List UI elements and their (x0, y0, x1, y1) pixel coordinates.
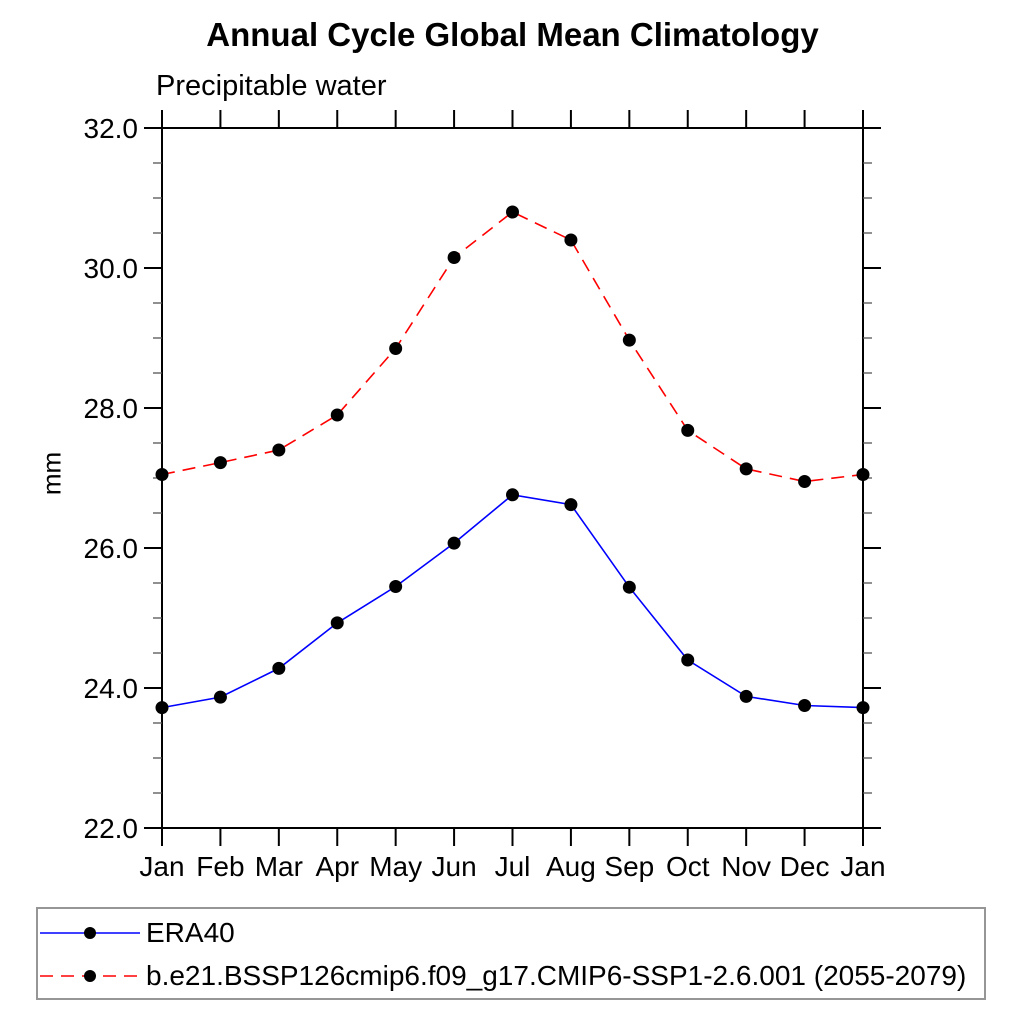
x-tick-label: Aug (546, 851, 596, 882)
y-tick-label: 32.0 (84, 113, 139, 144)
y-tick-label: 28.0 (84, 393, 139, 424)
series-line-0 (161, 493, 864, 709)
data-point (506, 488, 519, 502)
legend-label-era40: ERA40 (146, 917, 235, 948)
data-point (856, 468, 870, 481)
data-point (155, 468, 169, 481)
x-tick-label: Jan (139, 851, 184, 882)
y-tick-label: 24.0 (84, 673, 139, 704)
legend-item-ssp126: b.e21.BSSP126cmip6.f09_g17.CMIP6-SSP1-2.… (40, 960, 967, 991)
era40-line-icon (40, 927, 140, 939)
data-point (739, 689, 753, 703)
data-point (856, 701, 870, 715)
legend-label-ssp126: b.e21.BSSP126cmip6.f09_g17.CMIP6-SSP1-2.… (146, 960, 967, 991)
data-point (447, 251, 461, 264)
data-point (739, 462, 753, 476)
x-tick-label: Apr (315, 851, 359, 882)
data-point (506, 205, 519, 219)
x-tick-label: Mar (255, 851, 303, 882)
data-point (272, 661, 286, 675)
data-point (564, 233, 578, 247)
legend-item-era40: ERA40 (40, 917, 235, 948)
data-point (622, 333, 636, 347)
x-tick-label: May (369, 851, 422, 882)
data-point (798, 699, 812, 712)
y-tick-label: 22.0 (84, 813, 139, 844)
x-tick-label: Nov (721, 851, 771, 882)
x-tick-label: Sep (604, 851, 654, 882)
data-point (681, 653, 695, 667)
data-point (622, 580, 636, 594)
data-point (272, 443, 286, 457)
data-point (330, 616, 344, 630)
data-point (564, 498, 578, 512)
ssp126-line-icon (40, 970, 140, 982)
chart-subtitle: Precipitable water (156, 70, 387, 102)
y-tick-label: 30.0 (84, 253, 139, 284)
data-point (447, 536, 461, 550)
x-tick-label: Oct (666, 851, 710, 882)
chart-title: Annual Cycle Global Mean Climatology (206, 16, 819, 53)
data-point (213, 456, 227, 470)
x-tick-label: Jul (495, 851, 531, 882)
x-tick-label: Jan (840, 851, 885, 882)
data-point (330, 408, 344, 422)
x-tick-label: Feb (196, 851, 244, 882)
x-tick-label: Jun (432, 851, 477, 882)
data-point (155, 701, 169, 715)
y-tick-label: 26.0 (84, 533, 139, 564)
data-point (389, 342, 403, 355)
data-point (681, 423, 695, 437)
data-point (213, 690, 227, 704)
legend-box: ERA40 b.e21.BSSP126cmip6.f09_g17.CMIP6-S… (36, 907, 986, 1000)
x-tick-label: Dec (780, 851, 830, 882)
data-point (389, 580, 403, 593)
data-point (798, 475, 812, 488)
axis-frame (161, 127, 864, 829)
plot-area: Jan Feb Mar Apr May Jun Jul Aug Sep Oct Nov Dec Jan2… (84, 110, 886, 882)
series-line-1 (161, 211, 864, 483)
